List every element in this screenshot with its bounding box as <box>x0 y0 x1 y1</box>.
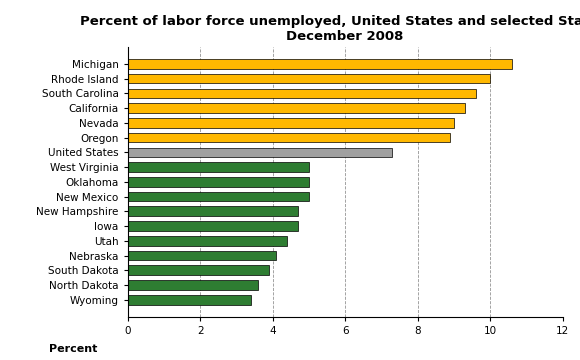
Bar <box>128 133 450 142</box>
Bar <box>128 221 298 231</box>
Bar <box>128 265 269 275</box>
Bar <box>128 74 490 84</box>
Title: Percent of labor force unemployed, United States and selected States,
December 2: Percent of labor force unemployed, Unite… <box>79 15 580 43</box>
Bar <box>128 59 512 69</box>
Bar <box>128 207 298 216</box>
Bar <box>128 295 251 305</box>
Text: Percent: Percent <box>49 344 97 354</box>
Bar <box>128 148 392 157</box>
Bar <box>128 103 465 113</box>
Bar <box>128 118 454 128</box>
Bar <box>128 162 309 172</box>
Bar <box>128 177 309 186</box>
Bar <box>128 89 476 98</box>
Bar <box>128 192 309 201</box>
Bar <box>128 251 276 260</box>
Bar <box>128 280 258 290</box>
Bar <box>128 236 287 246</box>
